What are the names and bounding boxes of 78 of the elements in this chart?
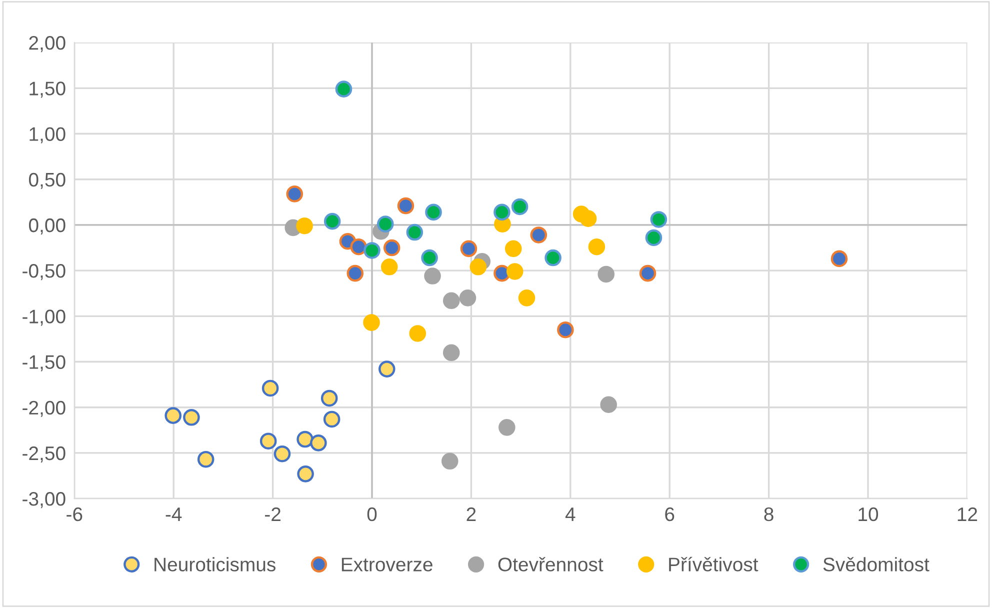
point [363,314,380,331]
point [830,250,848,268]
point [425,204,442,221]
x-tick-label: -6 [66,507,82,522]
point [639,264,656,282]
y-tick-label: -1,50 [22,355,66,372]
point [459,290,476,306]
y-tick-label: -2,50 [22,446,66,462]
legend-label: Přívětivost [669,556,758,572]
point [364,242,380,259]
point [324,212,341,230]
point [380,258,398,276]
point [511,198,528,216]
point [260,432,277,450]
y-tick-label: 2,00 [29,36,66,52]
point [286,186,304,202]
point [580,210,597,227]
point [377,216,394,232]
y-tick-label: 1,00 [30,127,66,144]
point [598,266,615,283]
point [442,292,460,310]
point [397,197,414,214]
point [442,344,460,362]
point [506,263,524,280]
y-tick-label: -3,00 [22,492,66,508]
point [378,360,396,378]
point [164,407,182,424]
y-tick-label: -1,00 [22,310,66,326]
legend-label: Neuroticismus [154,557,276,572]
point [494,204,510,221]
point [650,211,668,228]
x-tick-label: -2 [265,507,280,521]
x-tick-label: 6 [665,507,674,522]
point [262,380,279,397]
point [183,409,200,426]
x-tick-label: -4 [166,508,182,521]
point [409,325,426,342]
point [383,239,400,256]
y-tick-label: 0,00 [28,218,66,234]
y-tick-label: 1,50 [30,82,66,98]
legend-label: Svědomitost [823,557,930,572]
y-tick-label: 0,50 [28,172,66,189]
point [441,452,458,470]
point [518,290,536,306]
point [297,466,314,482]
x-tick-label: 8 [764,507,774,522]
point [504,240,522,258]
point [310,434,327,452]
legend-label: Extroverze [342,558,432,572]
point [588,238,606,256]
x-tick-label: 12 [958,507,978,521]
point [320,390,338,407]
x-tick-label: 2 [466,507,476,521]
point [350,238,367,256]
point [544,249,562,266]
x-tick-label: 4 [565,508,576,521]
x-tick-label: 0 [367,507,377,522]
y-tick-label: -0,50 [22,264,66,280]
point [600,396,617,414]
point [645,229,662,246]
point [470,258,487,276]
point [530,226,548,244]
point [346,264,364,282]
legend-label: Otevřennost [498,557,604,572]
point [296,430,314,448]
point [424,268,441,284]
point [335,80,352,98]
y-tick-label: -2,00 [22,400,66,417]
point [557,321,574,338]
point [498,419,516,436]
point [323,410,340,428]
point [296,217,313,234]
point [421,249,438,266]
point [460,240,478,258]
point [197,450,214,468]
x-tick-label: 10 [858,507,878,522]
point [274,445,291,462]
point [406,224,424,241]
